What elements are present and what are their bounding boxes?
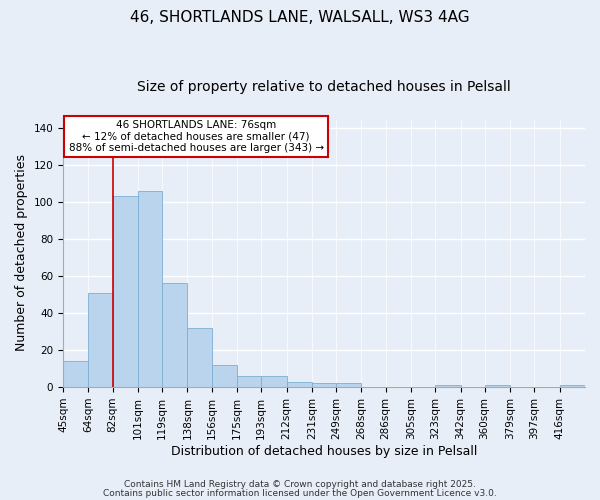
Bar xyxy=(63,361,88,387)
Text: Contains HM Land Registry data © Crown copyright and database right 2025.: Contains HM Land Registry data © Crown c… xyxy=(124,480,476,489)
Bar xyxy=(336,384,361,387)
Bar xyxy=(162,284,187,387)
Bar xyxy=(261,376,287,387)
Text: Contains public sector information licensed under the Open Government Licence v3: Contains public sector information licen… xyxy=(103,488,497,498)
Title: Size of property relative to detached houses in Pelsall: Size of property relative to detached ho… xyxy=(137,80,511,94)
Text: 46 SHORTLANDS LANE: 76sqm
← 12% of detached houses are smaller (47)
88% of semi-: 46 SHORTLANDS LANE: 76sqm ← 12% of detac… xyxy=(68,120,323,154)
X-axis label: Distribution of detached houses by size in Pelsall: Distribution of detached houses by size … xyxy=(171,444,477,458)
Bar xyxy=(138,191,162,387)
Bar xyxy=(113,196,138,387)
Bar xyxy=(435,385,461,387)
Y-axis label: Number of detached properties: Number of detached properties xyxy=(15,154,28,352)
Bar xyxy=(312,384,336,387)
Bar xyxy=(287,382,312,387)
Bar xyxy=(560,385,585,387)
Bar xyxy=(88,292,113,387)
Bar xyxy=(187,328,212,387)
Bar xyxy=(485,385,510,387)
Text: 46, SHORTLANDS LANE, WALSALL, WS3 4AG: 46, SHORTLANDS LANE, WALSALL, WS3 4AG xyxy=(130,10,470,25)
Bar xyxy=(237,376,261,387)
Bar xyxy=(212,365,237,387)
